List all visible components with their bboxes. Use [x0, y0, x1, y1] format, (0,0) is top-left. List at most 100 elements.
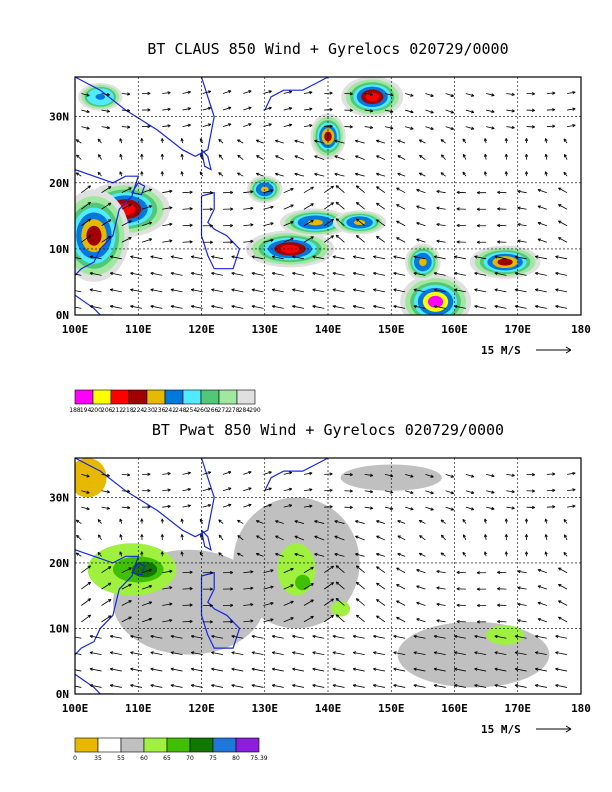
- wind-arrowhead: [292, 288, 296, 292]
- wind-arrowhead: [470, 490, 475, 495]
- colorbar-label: 260: [196, 407, 208, 414]
- wind-vector: [535, 668, 547, 672]
- wind-arrowhead: [147, 489, 151, 493]
- colorbar-swatch: [212, 737, 237, 753]
- wind-arrowhead: [413, 304, 417, 309]
- wind-vector: [150, 635, 163, 639]
- wind-vector: [425, 474, 434, 478]
- wind-arrowhead: [270, 189, 274, 193]
- wind-arrowhead: [456, 603, 460, 607]
- wind-vector: [433, 651, 446, 656]
- colorbar-label: 272: [218, 407, 230, 414]
- wind-vector: [314, 140, 325, 144]
- wind-vector: [243, 471, 252, 475]
- wind-vector: [283, 221, 294, 227]
- wind-arrowhead: [140, 551, 144, 555]
- wind-vector: [243, 191, 254, 194]
- wind-vector: [130, 684, 143, 688]
- wind-vector: [162, 92, 171, 94]
- wind-vector: [486, 126, 495, 129]
- wind-vector: [162, 472, 171, 475]
- plot-frame-2: [74, 457, 582, 695]
- wind-vector: [150, 668, 163, 672]
- wind-vector: [332, 684, 345, 688]
- wind-vector: [514, 256, 527, 260]
- wind-vector: [384, 490, 394, 494]
- wind-arrowhead: [497, 190, 501, 195]
- wind-arrowhead: [470, 110, 475, 114]
- wind-arrowhead: [147, 108, 151, 112]
- wind-arrowhead: [474, 288, 478, 292]
- wind-arrowhead: [237, 154, 241, 159]
- wind-vector: [130, 272, 143, 276]
- wind-arrowhead: [517, 602, 521, 607]
- wind-vector: [275, 520, 284, 524]
- wind-vector: [101, 615, 112, 623]
- wind-vector: [218, 172, 224, 177]
- wind-arrowhead: [334, 552, 338, 557]
- wind-arrowhead: [130, 304, 134, 309]
- wind-vector: [494, 684, 507, 688]
- wind-arrowhead: [504, 518, 508, 522]
- wind-vector: [376, 520, 386, 524]
- wind-arrowhead: [476, 240, 480, 244]
- wind-arrowhead: [450, 491, 454, 495]
- wind-vector: [119, 534, 123, 541]
- wind-vector: [101, 566, 112, 574]
- wind-arrowhead: [271, 288, 276, 292]
- wind-arrowhead: [517, 223, 521, 227]
- wind-arrowhead: [190, 304, 195, 309]
- wind-arrowhead: [310, 566, 314, 570]
- wind-vector: [243, 603, 254, 606]
- wind-arrowhead: [228, 487, 232, 491]
- wind-vector: [413, 256, 426, 260]
- wind-arrowhead: [309, 124, 313, 128]
- wind-vector: [76, 534, 82, 541]
- wind-arrowhead: [376, 186, 380, 190]
- wind-vector: [514, 272, 527, 276]
- wind-arrowhead: [413, 667, 417, 671]
- wind-arrowhead: [89, 288, 93, 292]
- wind-arrowhead: [369, 109, 374, 113]
- wind-vector: [81, 235, 91, 243]
- wind-vector: [191, 684, 203, 688]
- wind-arrowhead: [433, 667, 438, 671]
- wind-vector: [433, 635, 446, 639]
- wind-arrowhead: [89, 304, 93, 309]
- wind-vector: [425, 93, 434, 97]
- wind-vector: [393, 305, 406, 309]
- wind-arrowhead: [250, 603, 254, 607]
- wind-vector: [405, 490, 414, 494]
- wind-vector: [191, 256, 203, 260]
- wind-vector: [433, 272, 446, 276]
- wind-vector: [222, 471, 232, 475]
- wind-vector: [355, 140, 365, 144]
- wind-arrowhead: [396, 567, 400, 571]
- wind-arrowhead: [470, 126, 475, 130]
- wind-arrowhead: [537, 618, 541, 622]
- wind-vector: [314, 553, 325, 557]
- colorbar-label: 284: [239, 407, 251, 414]
- wind-arrowhead: [376, 219, 380, 223]
- wind-arrowhead: [70, 652, 73, 655]
- wind-arrowhead: [180, 138, 184, 142]
- wind-arrowhead: [494, 255, 498, 259]
- wind-arrowhead: [430, 110, 434, 114]
- wind-arrowhead: [167, 488, 171, 492]
- coastline-6: [75, 673, 113, 694]
- wind-arrowhead: [275, 155, 279, 159]
- wind-arrowhead: [251, 304, 255, 309]
- wind-arrowhead: [476, 571, 480, 575]
- wind-arrowhead: [416, 188, 420, 193]
- wind-arrowhead: [180, 518, 184, 522]
- wind-arrowhead: [524, 551, 529, 555]
- wind-arrowhead: [376, 235, 380, 240]
- wind-vector: [211, 272, 224, 276]
- wind-arrowhead: [419, 535, 423, 539]
- wind-arrowhead: [147, 472, 151, 476]
- wind-arrowhead: [330, 185, 334, 189]
- wind-arrowhead: [352, 634, 357, 639]
- wind-arrowhead: [230, 620, 234, 624]
- wind-arrowhead: [128, 236, 132, 241]
- colorbar-label: 218: [122, 407, 134, 414]
